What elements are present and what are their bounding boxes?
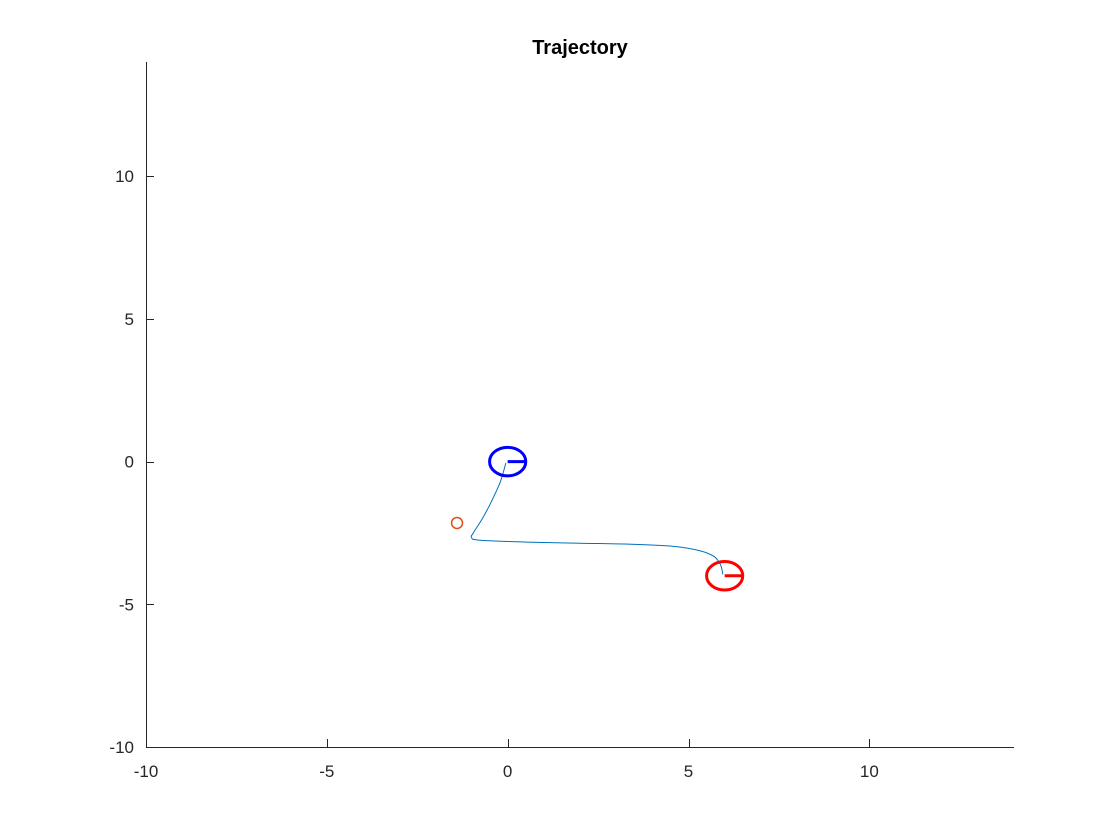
y-tick-label: -5 — [119, 595, 134, 614]
chart-title: Trajectory — [532, 37, 628, 59]
x-tick-label: -10 — [134, 762, 159, 781]
x-tick-label: 5 — [684, 762, 693, 781]
y-tick-label: -10 — [109, 738, 134, 757]
trajectory-line — [470, 462, 724, 575]
axis-ticks: -10 -5 0 5 10 -10 -5 0 5 10 — [109, 167, 878, 781]
obstacle-marker — [450, 516, 464, 530]
x-tick-label: 10 — [860, 762, 879, 781]
y-tick-label: 5 — [125, 310, 134, 329]
robot-goal-body — [705, 559, 745, 592]
robot-goal — [705, 559, 745, 592]
x-tick-label: -5 — [319, 762, 334, 781]
robot-start — [488, 445, 528, 478]
plot-area — [450, 445, 745, 592]
y-tick-label: 0 — [125, 453, 134, 472]
y-tick-label: 10 — [115, 167, 134, 186]
x-tick-label: 0 — [503, 762, 512, 781]
